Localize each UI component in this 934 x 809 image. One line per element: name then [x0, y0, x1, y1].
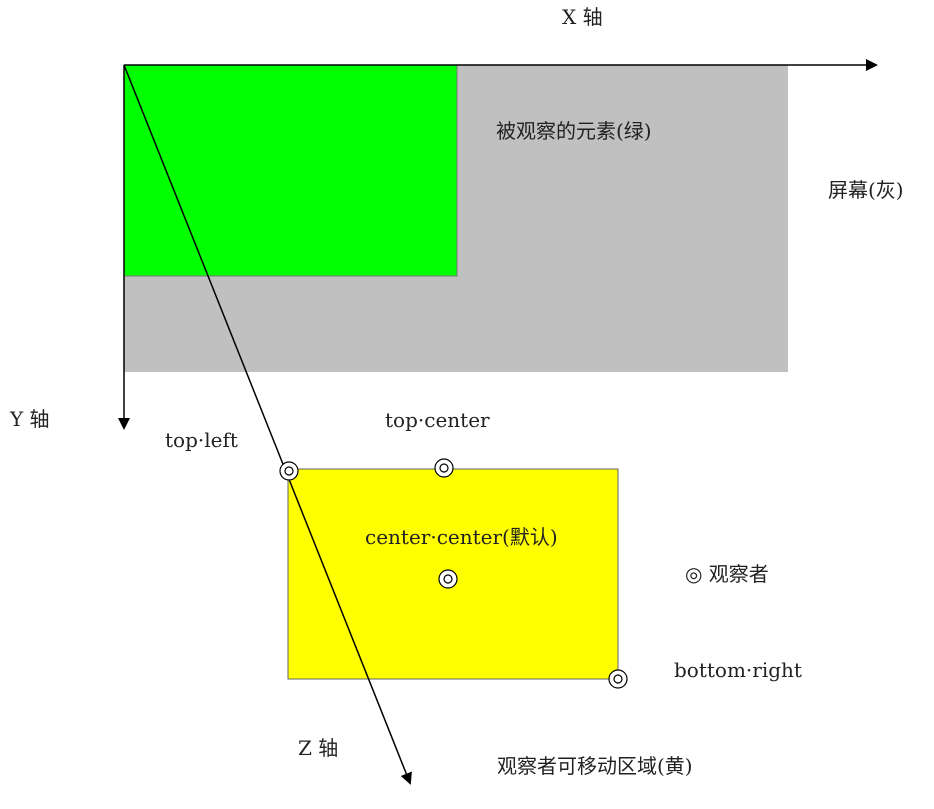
top-center-label: top·center — [385, 408, 490, 432]
y-axis-label: Y 轴 — [9, 407, 50, 431]
observer-top-center-icon — [434, 458, 454, 478]
observed-element-rect — [123, 64, 458, 277]
z-axis — [123, 64, 412, 785]
x-axis-label: X 轴 — [562, 5, 603, 29]
z-axis-label: Z 轴 — [298, 736, 338, 760]
top-left-label: top·left — [165, 428, 238, 452]
observed-element-label: 被观察的元素(绿) — [496, 119, 652, 143]
bottom-right-label: bottom·right — [674, 658, 802, 682]
center-center-label: center·center(默认) — [365, 525, 558, 549]
movable-area-label: 观察者可移动区域(黄) — [497, 754, 693, 778]
observer-top-left-icon — [279, 461, 299, 481]
observer-bottom-right-icon — [608, 669, 628, 689]
screen-label: 屏幕(灰) — [828, 178, 904, 202]
observer-legend-label: ◎ 观察者 — [685, 562, 769, 586]
observer-center-center-icon — [438, 569, 458, 589]
